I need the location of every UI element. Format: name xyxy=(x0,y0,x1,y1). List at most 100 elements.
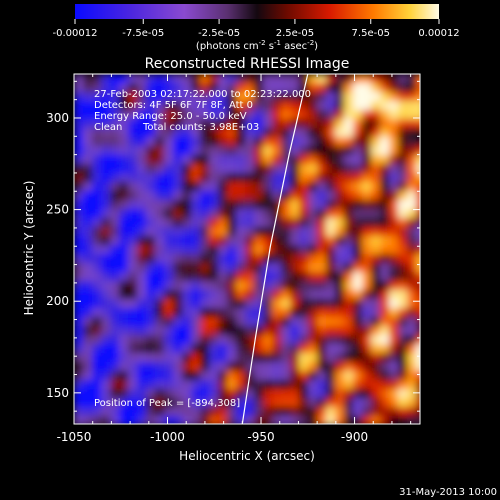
heatmap-cell xyxy=(353,281,363,291)
heatmap-cell xyxy=(344,146,354,156)
heatmap-cell xyxy=(191,146,201,156)
heatmap-cell xyxy=(74,389,84,399)
heatmap-cell xyxy=(290,407,300,417)
heatmap-cell xyxy=(308,218,318,228)
heatmap-cell xyxy=(155,299,165,309)
heatmap-cell xyxy=(182,92,192,102)
heatmap-cell xyxy=(308,416,318,424)
heatmap-cell xyxy=(218,74,228,84)
heatmap-cell xyxy=(353,128,363,138)
x-tick-label: -1000 xyxy=(150,430,185,444)
heatmap-cell xyxy=(191,83,201,93)
heatmap-cell xyxy=(191,164,201,174)
heatmap-cell xyxy=(398,389,408,399)
heatmap-cell xyxy=(119,227,129,237)
heatmap-cell xyxy=(263,164,273,174)
heatmap-cell xyxy=(92,389,102,399)
heatmap-cell xyxy=(389,299,399,309)
heatmap-cell xyxy=(416,335,420,345)
heatmap-cell xyxy=(263,200,273,210)
heatmap-cell xyxy=(389,200,399,210)
heatmap-cell xyxy=(389,92,399,102)
heatmap-cell xyxy=(209,326,219,336)
heatmap-cell xyxy=(362,218,372,228)
heatmap-cell xyxy=(335,344,345,354)
heatmap-cell xyxy=(335,200,345,210)
heatmap-cell xyxy=(245,83,255,93)
heatmap-cell xyxy=(164,137,174,147)
heatmap-cell xyxy=(254,128,264,138)
heatmap-cell xyxy=(290,308,300,318)
heatmap-cell xyxy=(380,371,390,381)
heatmap-cell xyxy=(344,74,354,84)
heatmap-cell xyxy=(317,209,327,219)
heatmap-cell xyxy=(281,344,291,354)
heatmap-cell xyxy=(101,200,111,210)
heatmap-cell xyxy=(326,371,336,381)
heatmap-cell xyxy=(83,407,93,417)
heatmap-cell xyxy=(308,137,318,147)
heatmap-cell xyxy=(74,83,84,93)
heatmap-cell xyxy=(218,200,228,210)
heatmap-cell xyxy=(272,245,282,255)
heatmap-cell xyxy=(407,101,417,111)
heatmap-cell xyxy=(254,263,264,273)
heatmap-cell xyxy=(299,299,309,309)
heatmap-cell xyxy=(146,371,156,381)
heatmap-cell xyxy=(389,281,399,291)
heatmap-cell xyxy=(200,353,210,363)
heatmap-cell xyxy=(299,371,309,381)
heatmap-cell xyxy=(155,308,165,318)
heatmap-cell xyxy=(101,335,111,345)
heatmap-cell xyxy=(200,155,210,165)
heatmap-cell xyxy=(371,326,381,336)
heatmap-cell xyxy=(407,353,417,363)
heatmap-cell xyxy=(128,146,138,156)
heatmap-cell xyxy=(317,389,327,399)
heatmap-cell xyxy=(272,371,282,381)
heatmap-cell xyxy=(335,281,345,291)
heatmap-cell xyxy=(335,236,345,246)
heatmap-cell xyxy=(344,128,354,138)
heatmap-cell xyxy=(290,371,300,381)
heatmap-cell xyxy=(92,380,102,390)
heatmap-cell xyxy=(380,191,390,201)
heatmap-cell xyxy=(209,164,219,174)
heatmap-cell xyxy=(200,254,210,264)
heatmap-cell xyxy=(407,380,417,390)
heatmap-cell xyxy=(173,407,183,417)
heatmap-cell xyxy=(317,119,327,129)
heatmap-cell xyxy=(209,389,219,399)
heatmap-cell xyxy=(101,398,111,408)
y-axis-label: Heliocentric Y (arcsec) xyxy=(22,181,36,316)
heatmap-cell xyxy=(218,209,228,219)
heatmap-cell xyxy=(110,344,120,354)
heatmap-cell xyxy=(218,137,228,147)
heatmap-cell xyxy=(389,155,399,165)
heatmap-cell xyxy=(353,353,363,363)
heatmap-cell xyxy=(110,227,120,237)
heatmap-cell xyxy=(74,254,84,264)
heatmap-cell xyxy=(137,119,147,129)
heatmap-cell xyxy=(173,191,183,201)
heatmap-cell xyxy=(101,263,111,273)
heatmap-cell xyxy=(344,173,354,183)
heatmap-cell xyxy=(398,146,408,156)
heatmap-cell xyxy=(236,128,246,138)
heatmap-cell xyxy=(146,308,156,318)
heatmap-cell xyxy=(236,380,246,390)
heatmap-cell xyxy=(299,173,309,183)
heatmap-cell xyxy=(164,119,174,129)
heatmap-cell xyxy=(389,137,399,147)
heatmap-cell xyxy=(389,344,399,354)
heatmap-cell xyxy=(398,164,408,174)
heatmap-cell xyxy=(173,227,183,237)
heatmap-cell xyxy=(263,317,273,327)
heatmap-cell xyxy=(263,227,273,237)
heatmap-cell xyxy=(398,353,408,363)
heatmap-cell xyxy=(272,344,282,354)
heatmap-cell xyxy=(407,290,417,300)
heatmap-cell xyxy=(272,317,282,327)
heatmap-cell xyxy=(209,110,219,120)
